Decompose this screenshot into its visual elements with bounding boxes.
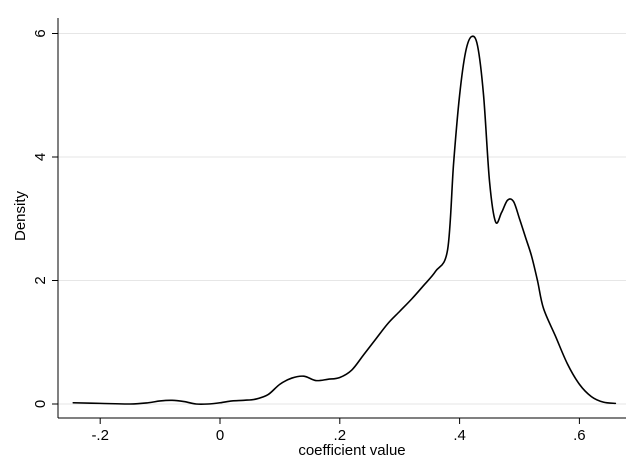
y-axis-ticks: 0 2 4 6 — [32, 29, 58, 408]
gridlines — [58, 33, 626, 405]
density-curve — [72, 35, 617, 406]
x-tick-label: .4 — [453, 427, 466, 444]
x-axis-ticks: -.2 0 .2 .4 .6 — [91, 418, 586, 444]
y-tick-label: 4 — [32, 153, 49, 161]
y-axis-title: Density — [12, 190, 29, 241]
x-tick-label: .6 — [573, 427, 586, 444]
x-tick-label: -.2 — [91, 427, 109, 444]
x-tick-label: .2 — [334, 427, 347, 444]
y-tick-label: 6 — [32, 29, 49, 37]
y-tick-label: 0 — [32, 400, 49, 408]
x-axis-title: coefficient value — [298, 442, 405, 459]
y-tick-label: 2 — [32, 276, 49, 284]
x-tick-label: 0 — [216, 427, 224, 444]
